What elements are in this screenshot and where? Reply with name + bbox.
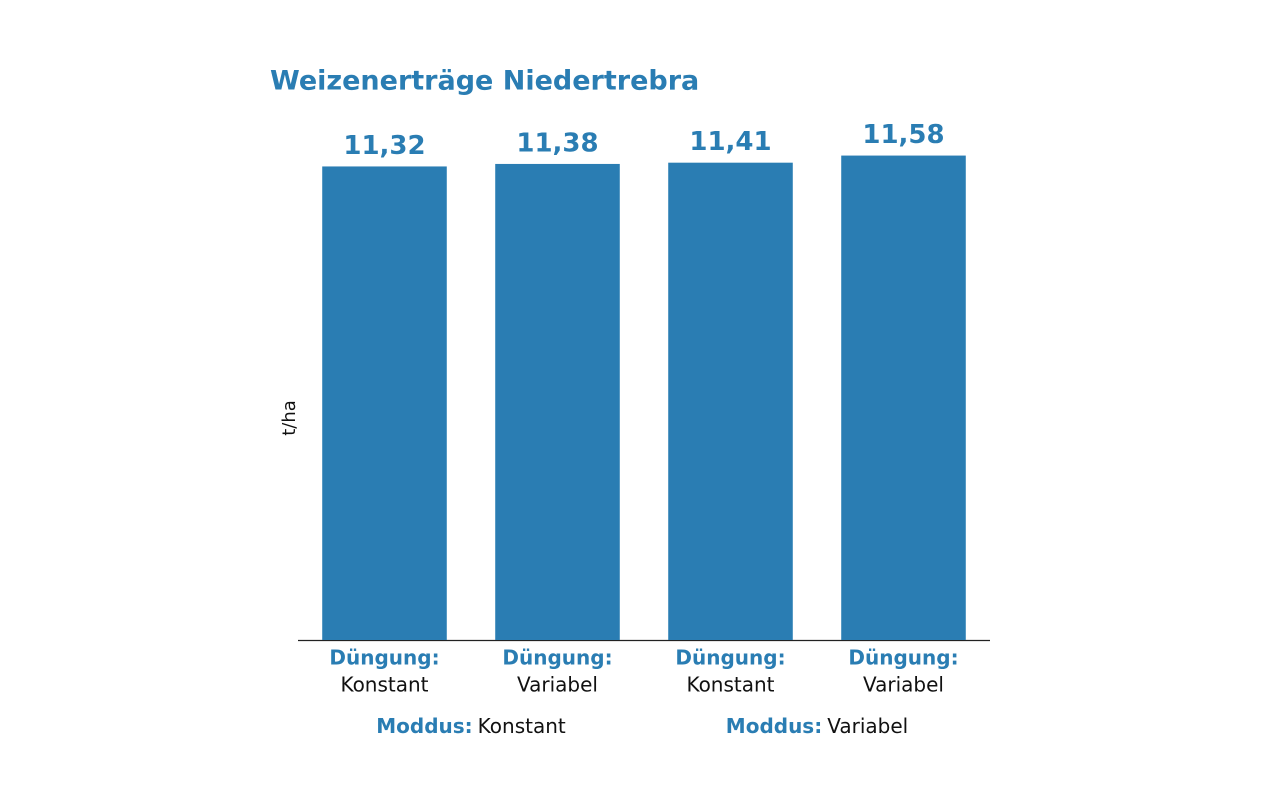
x-tick-label: Konstant: [686, 673, 774, 697]
x-tick-prefix: Düngung:: [675, 646, 785, 670]
group-label: Moddus: Variabel: [726, 714, 908, 738]
x-tick-label: Konstant: [340, 673, 428, 697]
x-tick-label: Variabel: [517, 673, 598, 697]
bar: [841, 155, 966, 640]
group-prefix: Moddus:: [726, 714, 822, 738]
y-axis-label: t/ha: [279, 400, 300, 436]
group-prefix: Moddus:: [376, 714, 472, 738]
chart-title: Weizenerträge Niedertrebra: [270, 66, 699, 97]
value-label: 11,38: [516, 128, 598, 158]
x-tick-prefix: Düngung:: [848, 646, 958, 670]
group-label: Moddus: Konstant: [376, 714, 566, 738]
bar: [322, 166, 447, 641]
bar: [495, 163, 620, 641]
x-tick-prefix: Düngung:: [329, 646, 439, 670]
x-tick-label: Variabel: [863, 673, 944, 697]
group-value: Variabel: [827, 714, 908, 738]
x-tick-prefix: Düngung:: [502, 646, 612, 670]
value-label: 11,32: [343, 131, 425, 161]
value-label: 11,41: [689, 127, 771, 157]
bar: [668, 162, 793, 640]
value-label: 11,58: [862, 120, 944, 150]
group-value: Konstant: [478, 714, 566, 738]
